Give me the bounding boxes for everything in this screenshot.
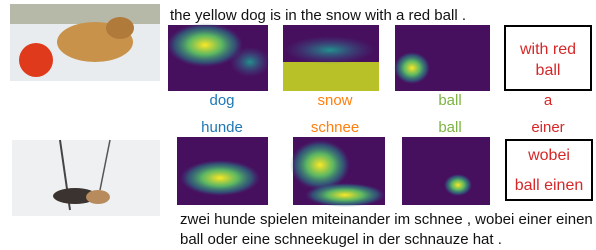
heatmap [283, 25, 379, 91]
heatmap [394, 25, 490, 91]
word: einer [531, 119, 564, 136]
heatmap [177, 137, 268, 205]
photo-two-dogs [12, 140, 160, 216]
word: ball [438, 119, 461, 136]
word: snow [317, 92, 352, 109]
heatmap [167, 23, 270, 91]
word: schnee [311, 119, 359, 136]
word: a [544, 92, 553, 109]
caption: zwei hunde spielen miteinander im schnee… [180, 211, 593, 228]
box-line: ball [536, 62, 561, 79]
heatmap [402, 137, 490, 205]
word: hunde [201, 119, 243, 136]
heatmap [290, 137, 385, 207]
box-line: with red [519, 41, 576, 58]
figure: the yellow dog is in the snow with a red… [0, 0, 596, 250]
box-line: ball einen [515, 177, 584, 194]
photo-dog-ball [10, 4, 160, 81]
caption: the yellow dog is in the snow with a red… [170, 7, 466, 24]
caption: ball oder eine schneekugel in der schnau… [180, 231, 502, 248]
box-line: wobei [527, 147, 570, 164]
word: ball [438, 92, 461, 109]
word: dog [209, 92, 234, 109]
